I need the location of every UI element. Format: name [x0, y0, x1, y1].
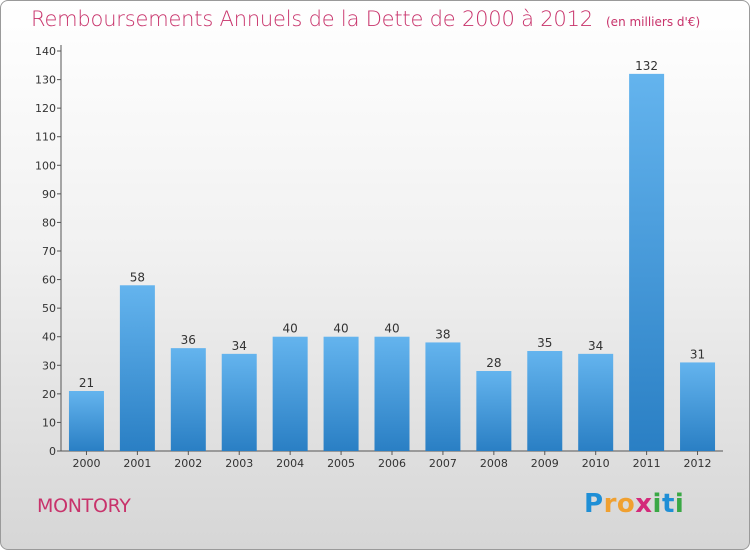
bar [272, 336, 308, 451]
bar-value-label: 35 [537, 336, 552, 350]
bar-series: 21 58 36 34 40 40 40 38 28 35 34 132 31 [68, 59, 716, 451]
logo-letter: i [652, 489, 662, 519]
y-tick-label: 90 [42, 188, 56, 201]
bar [476, 371, 512, 451]
y-tick-label: 100 [35, 159, 56, 172]
x-tick-label: 2005 [327, 457, 355, 470]
y-tick-label: 30 [42, 359, 56, 372]
y-tick-label: 0 [49, 445, 56, 458]
logo-letter: r [603, 489, 617, 519]
y-tick-label: 140 [35, 45, 56, 58]
bar-value-label: 36 [181, 333, 196, 347]
bar-value-label: 31 [690, 347, 705, 361]
bar-value-label: 40 [283, 322, 298, 336]
x-tick-label: 2006 [378, 457, 406, 470]
logo-letter: i [674, 489, 685, 519]
x-tick-label: 2002 [174, 457, 202, 470]
x-tick-label: 2008 [480, 457, 508, 470]
x-tick-label: 2000 [72, 457, 100, 470]
chart-axes: 0 10 20 30 40 50 60 70 80 90 100 110 120 130 140 2000 20… [35, 45, 723, 470]
bar [680, 362, 716, 451]
x-tick-label: 2012 [684, 457, 712, 470]
bar-value-label: 58 [130, 270, 145, 284]
x-tick-label: 2011 [633, 457, 661, 470]
bar [629, 73, 665, 451]
y-tick-label: 60 [42, 274, 56, 287]
bar [578, 353, 614, 451]
y-tick-label: 110 [35, 131, 56, 144]
bar-value-label: 28 [486, 356, 501, 370]
bar [119, 285, 155, 451]
title-block: Remboursements Annuels de la Dette de 20… [31, 7, 700, 31]
x-tick-label: 2007 [429, 457, 457, 470]
x-tick-label: 2010 [582, 457, 610, 470]
logo-letter: t [661, 489, 675, 519]
x-tick-label: 2004 [276, 457, 304, 470]
x-tick-label: 2009 [531, 457, 559, 470]
bar-value-label: 40 [384, 322, 399, 336]
bar [68, 391, 104, 451]
bar [170, 348, 206, 451]
logo-letter: P [584, 489, 604, 519]
bar [221, 353, 257, 451]
y-tick-label: 20 [42, 388, 56, 401]
commune-name: MONTORY [37, 495, 131, 517]
y-tick-label: 130 [35, 74, 56, 87]
chart-subtitle: (en milliers d'€) [606, 15, 701, 29]
bar [374, 336, 410, 451]
bar-value-label: 34 [588, 339, 603, 353]
y-tick-label: 80 [42, 216, 56, 229]
bar [323, 336, 359, 451]
bar-value-label: 34 [232, 339, 247, 353]
logo-letter: o [616, 489, 636, 519]
bar-value-label: 21 [79, 376, 94, 390]
logo-letter: x [635, 489, 653, 519]
y-tick-label: 40 [42, 331, 56, 344]
y-tick-label: 10 [42, 416, 56, 429]
x-tick-label: 2003 [225, 457, 253, 470]
y-tick-label: 70 [42, 245, 56, 258]
bar-value-label: 40 [333, 322, 348, 336]
proxiti-logo: Proxiti [584, 489, 684, 519]
bar [527, 351, 563, 451]
bar [425, 342, 461, 451]
y-tick-label: 50 [42, 302, 56, 315]
chart-title: Remboursements Annuels de la Dette de 20… [31, 7, 593, 31]
y-tick-label: 120 [35, 102, 56, 115]
bar-value-label: 132 [635, 59, 658, 73]
x-tick-label: 2001 [123, 457, 151, 470]
bar-value-label: 38 [435, 327, 450, 341]
